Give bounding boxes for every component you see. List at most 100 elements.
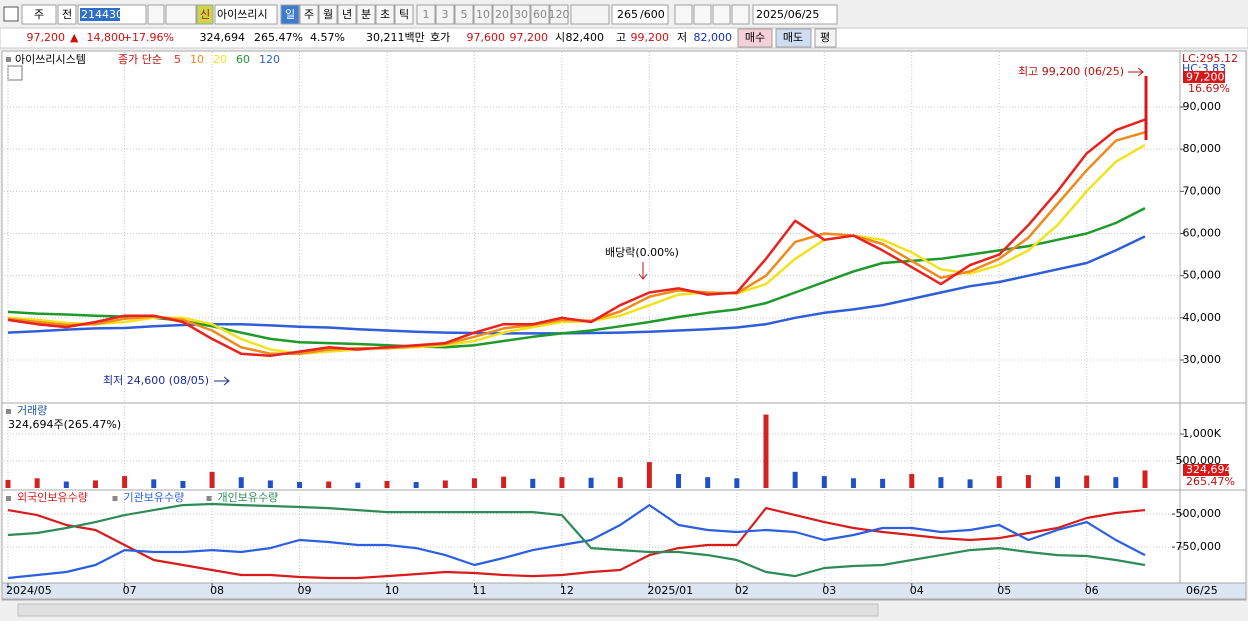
volume-bar [238,477,244,488]
button[interactable] [674,4,693,25]
info-change: 14,800 [87,31,126,44]
name-box[interactable] [214,4,278,25]
period-button[interactable] [299,4,319,25]
x-tick-label: 02 [735,584,749,597]
x-tick-label: 12 [560,584,574,597]
period-button[interactable] [375,4,395,25]
period-button[interactable] [356,4,376,25]
button-label: 틱 [399,8,409,21]
info-ask: 97,600 [467,31,506,44]
interval-button[interactable] [454,4,474,25]
series-line [7,502,1146,578]
info-volume: 324,694 [200,31,246,44]
button[interactable] [165,4,197,25]
x-tick-label: 04 [910,584,924,597]
volume-title: 거래량 [17,404,47,417]
tool-icon[interactable] [3,6,19,22]
current-price: 97,200 [1186,71,1225,84]
y-tick-label: 90,000 [1183,100,1222,113]
info-amount: 30,211백만 [366,31,425,44]
button[interactable] [147,4,165,25]
y-tick-label: 50,000 [1183,269,1222,282]
interval-button[interactable] [416,4,436,25]
button-label: 초 [380,8,390,21]
button[interactable] [712,4,731,25]
button[interactable] [693,4,712,25]
volume-bar [297,482,303,488]
sell-button[interactable] [775,28,812,48]
buy-button[interactable] [737,28,773,48]
dividend-arrow [638,262,648,280]
period-button[interactable] [280,4,300,25]
legend-entry: 개인보유수량 [218,491,279,504]
volume-bar [646,462,652,488]
volume-bar [676,473,682,488]
period-button[interactable] [394,4,414,25]
x-axis-strip [1,582,1247,600]
interval-button[interactable] [492,4,512,25]
y-tick-label: 80,000 [1183,142,1222,155]
market-select[interactable] [21,4,57,25]
volume-bar [996,476,1002,488]
button[interactable] [731,4,750,25]
volume-bar [34,478,40,488]
volume-bar [384,480,390,488]
volume-bar [1055,476,1061,488]
date-input[interactable] [752,4,838,25]
volume-rate: 265.47% [1186,475,1235,488]
count: 265 [617,8,638,21]
period-button[interactable] [337,4,357,25]
volume-bar [530,478,536,488]
series-line [7,118,1146,358]
volume-subtitle: 324,694주(265.47%) [8,418,121,431]
scroll-track[interactable] [17,603,879,617]
interval-button[interactable] [511,4,531,25]
interval-button[interactable] [473,4,493,25]
button-label: 10 [476,8,490,21]
button-label: 5 [461,8,468,21]
interval-button[interactable] [530,4,550,25]
x-tick-label: 09 [298,584,312,597]
count-max: /600 [640,8,665,21]
button[interactable] [570,4,610,25]
info-high: 99,200 [631,31,670,44]
low-annotation: 최저 24,600 (08/05) [103,374,209,387]
interval-button[interactable] [549,4,569,25]
prev-button[interactable] [57,4,77,25]
series-line [7,504,1146,580]
tool-icon[interactable] [7,65,23,81]
info-price: 97,200 [27,31,66,44]
info-turnover: 4.57% [310,31,345,44]
info-open: 82,400 [566,31,605,44]
button-label: 분 [361,8,371,21]
new-badge[interactable] [196,4,214,25]
volume-bar [180,480,186,488]
dividend-annotation: 배당락(0.00%) [605,246,679,259]
date: 2025/06/25 [756,8,819,21]
button-label: 일 [285,7,295,21]
legend-entry: 120 [259,53,280,66]
legend-title: 종가 단순 [118,53,162,66]
code-selection [80,8,120,21]
high-arrow [1128,67,1144,77]
volume-bar [471,478,477,488]
info-low-label: 저 [677,31,687,44]
y-tick-label: 30,000 [1183,353,1222,366]
info-open-label: 시 [555,31,565,44]
volume-bar [559,477,565,488]
volume-bar [209,471,215,488]
volume-bar [617,477,623,488]
count-input[interactable] [611,4,669,25]
interval-button[interactable] [435,4,455,25]
period-button[interactable] [318,4,338,25]
volume-bar [92,480,98,488]
legend-marker [6,409,11,414]
x-tick-label: 2025/01 [647,584,693,597]
volume-bar [1142,470,1148,488]
y-tick-label: 60,000 [1183,226,1222,239]
y-tick-label: 40,000 [1183,311,1222,324]
legend-entry: 20 [213,53,227,66]
volume-bar [501,476,507,488]
eval-button[interactable] [814,28,837,48]
